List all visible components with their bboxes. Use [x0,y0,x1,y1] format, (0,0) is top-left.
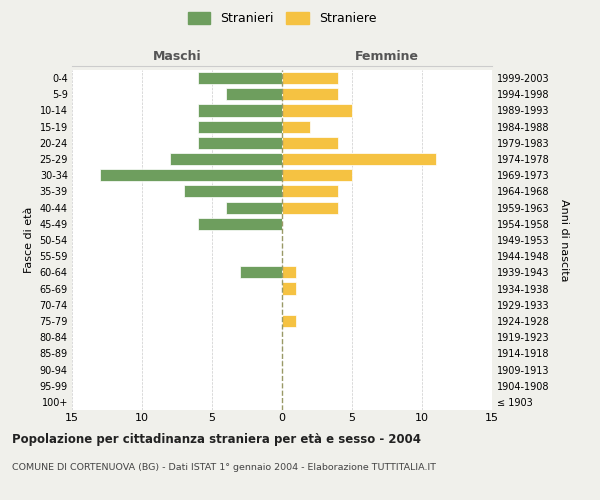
Bar [198,104,282,117]
Bar [282,153,436,165]
Y-axis label: Fasce di età: Fasce di età [24,207,34,273]
Bar [282,315,296,327]
Text: Maschi: Maschi [152,50,202,62]
Bar [282,72,338,84]
Bar [170,153,282,165]
Bar [282,88,338,101]
Bar [282,169,352,181]
Bar [226,88,282,101]
Bar [198,120,282,132]
Bar [282,266,296,278]
Bar [282,137,338,149]
Bar [240,266,282,278]
Bar [282,282,296,294]
Bar [226,202,282,213]
Bar [198,137,282,149]
Bar [100,169,282,181]
Bar [282,186,338,198]
Text: Femmine: Femmine [355,50,419,62]
Bar [282,120,310,132]
Text: Popolazione per cittadinanza straniera per età e sesso - 2004: Popolazione per cittadinanza straniera p… [12,432,421,446]
Bar [184,186,282,198]
Bar [198,72,282,84]
Bar [282,202,338,213]
Legend: Stranieri, Straniere: Stranieri, Straniere [184,8,380,29]
Text: COMUNE DI CORTENUOVA (BG) - Dati ISTAT 1° gennaio 2004 - Elaborazione TUTTITALIA: COMUNE DI CORTENUOVA (BG) - Dati ISTAT 1… [12,462,436,471]
Bar [198,218,282,230]
Bar [282,104,352,117]
Y-axis label: Anni di nascita: Anni di nascita [559,198,569,281]
